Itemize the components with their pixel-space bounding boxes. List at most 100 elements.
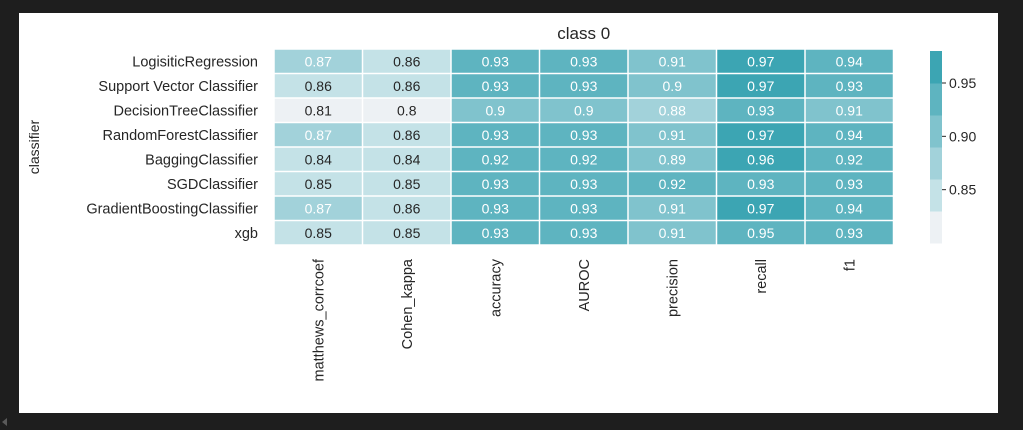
row-label: BaggingClassifier: [145, 152, 258, 168]
cell-value-label: 0.92: [570, 151, 597, 167]
cell-value-label: 0.91: [836, 102, 863, 118]
row-label: Support Vector Classifier: [98, 79, 258, 95]
cell-value-label: 0.87: [305, 53, 332, 69]
cell-value-label: 0.86: [305, 78, 332, 94]
cell-value-label: 0.9: [663, 78, 683, 94]
heatmap-cell: [717, 221, 805, 245]
heatmap-cell: [540, 172, 628, 196]
column-label: f1: [842, 259, 858, 271]
cell-value-label: 0.93: [570, 225, 597, 241]
cell-value-label: 0.97: [747, 78, 774, 94]
column-labels: matthews_corrcoef Cohen_kappa accuracy AURO…: [311, 258, 858, 381]
cell-value-label: 0.93: [836, 78, 863, 94]
heatmap-cell: [540, 123, 628, 147]
heatmap-cell: [274, 74, 362, 98]
cell-value-label: 0.85: [305, 225, 332, 241]
cell-value-label: 0.87: [305, 200, 332, 216]
cell-value-label: 0.93: [747, 102, 774, 118]
heatmap-cell: [451, 98, 539, 122]
cell-value-label: 0.97: [747, 127, 774, 143]
heatmap-cell: [717, 147, 805, 171]
cell-value-label: 0.91: [659, 225, 686, 241]
cell-value-label: 0.84: [393, 151, 420, 167]
cell-value-label: 0.81: [305, 102, 332, 118]
column-label: AUROC: [577, 259, 593, 311]
heatmap-cell: [717, 123, 805, 147]
column-label: accuracy: [488, 258, 504, 317]
heatmap-chart: class 0 classifier 0.87 0.86 0.93 0.93 0.91 0…: [26, 24, 976, 382]
heatmap-cell: [628, 147, 716, 171]
heatmap-cell: [451, 196, 539, 220]
colorbar-tick-label: 0.90: [949, 128, 976, 144]
row-label: SGDClassifier: [167, 177, 258, 193]
colorbar-tick-label: 0.85: [949, 182, 976, 198]
cell-value-label: 0.93: [482, 78, 509, 94]
cell-value-label: 0.92: [836, 151, 863, 167]
cell-value-label: 0.85: [393, 225, 420, 241]
heatmap-cell: [540, 74, 628, 98]
heatmap-cell: [451, 221, 539, 245]
cell-value-label: 0.93: [570, 78, 597, 94]
heatmap-cell: [805, 74, 893, 98]
chart-panel: class 0 classifier 0.87 0.86 0.93 0.93 0.91 0…: [19, 13, 998, 413]
row-label: xgb: [235, 226, 258, 242]
cell-value-label: 0.93: [482, 176, 509, 192]
heatmap-cell: [274, 172, 362, 196]
row-label: GradientBoostingClassifier: [86, 201, 258, 217]
column-label: recall: [754, 259, 770, 294]
cell-value-label: 0.93: [482, 127, 509, 143]
heatmap-cell: [363, 98, 451, 122]
cell-value-label: 0.94: [836, 200, 863, 216]
cell-value-label: 0.92: [659, 176, 686, 192]
heatmap-cell: [717, 74, 805, 98]
cell-value-label: 0.9: [486, 102, 506, 118]
cell-value-label: 0.93: [482, 225, 509, 241]
cell-value-label: 0.85: [305, 176, 332, 192]
cell-value-label: 0.95: [747, 225, 774, 241]
cell-value-label: 0.87: [305, 127, 332, 143]
heatmap-cell: [805, 98, 893, 122]
heatmap-cell: [628, 196, 716, 220]
column-label: matthews_corrcoef: [311, 258, 327, 381]
colorbar-segment: [930, 115, 942, 148]
heatmap-cell: [363, 49, 451, 73]
colorbar-segment: [930, 147, 942, 180]
cell-value-label: 0.86: [393, 200, 420, 216]
heatmap-cell: [274, 123, 362, 147]
heatmap-cell: [274, 196, 362, 220]
cell-value-label: 0.93: [482, 200, 509, 216]
row-label: DecisionTreeClassifier: [113, 103, 258, 119]
cell-value-label: 0.86: [393, 53, 420, 69]
heatmap-cell: [451, 147, 539, 171]
heatmap-cell: [805, 221, 893, 245]
y-axis-title: classifier: [26, 119, 42, 174]
cell-value-label: 0.93: [836, 176, 863, 192]
colorbar-segment: [930, 83, 942, 116]
row-label: RandomForestClassifier: [102, 128, 258, 144]
heatmap-cell: [363, 172, 451, 196]
cell-value-label: 0.97: [747, 53, 774, 69]
heatmap-cell: [628, 74, 716, 98]
heatmap-cell: [451, 49, 539, 73]
cell-value-label: 0.86: [393, 127, 420, 143]
cell-value-label: 0.93: [570, 127, 597, 143]
heatmap-cell: [274, 221, 362, 245]
heatmap-cell: [805, 172, 893, 196]
heatmap-cell: [717, 49, 805, 73]
cell-value-label: 0.84: [305, 151, 332, 167]
scroll-left-icon[interactable]: [2, 418, 7, 426]
heatmap-cell: [540, 221, 628, 245]
heatmap-cell: [451, 172, 539, 196]
heatmap-cell: [274, 147, 362, 171]
column-label: Cohen_kappa: [400, 258, 416, 349]
heatmap-cell: [363, 74, 451, 98]
cell-value-label: 0.91: [659, 53, 686, 69]
colorbar-segment: [930, 51, 942, 84]
cell-value-label: 0.9: [574, 102, 594, 118]
heatmap-cell: [717, 172, 805, 196]
cell-value-label: 0.91: [659, 127, 686, 143]
heatmap-cell: [717, 98, 805, 122]
column-label: precision: [665, 259, 681, 317]
cell-value-label: 0.94: [836, 127, 863, 143]
cell-value-label: 0.94: [836, 53, 863, 69]
